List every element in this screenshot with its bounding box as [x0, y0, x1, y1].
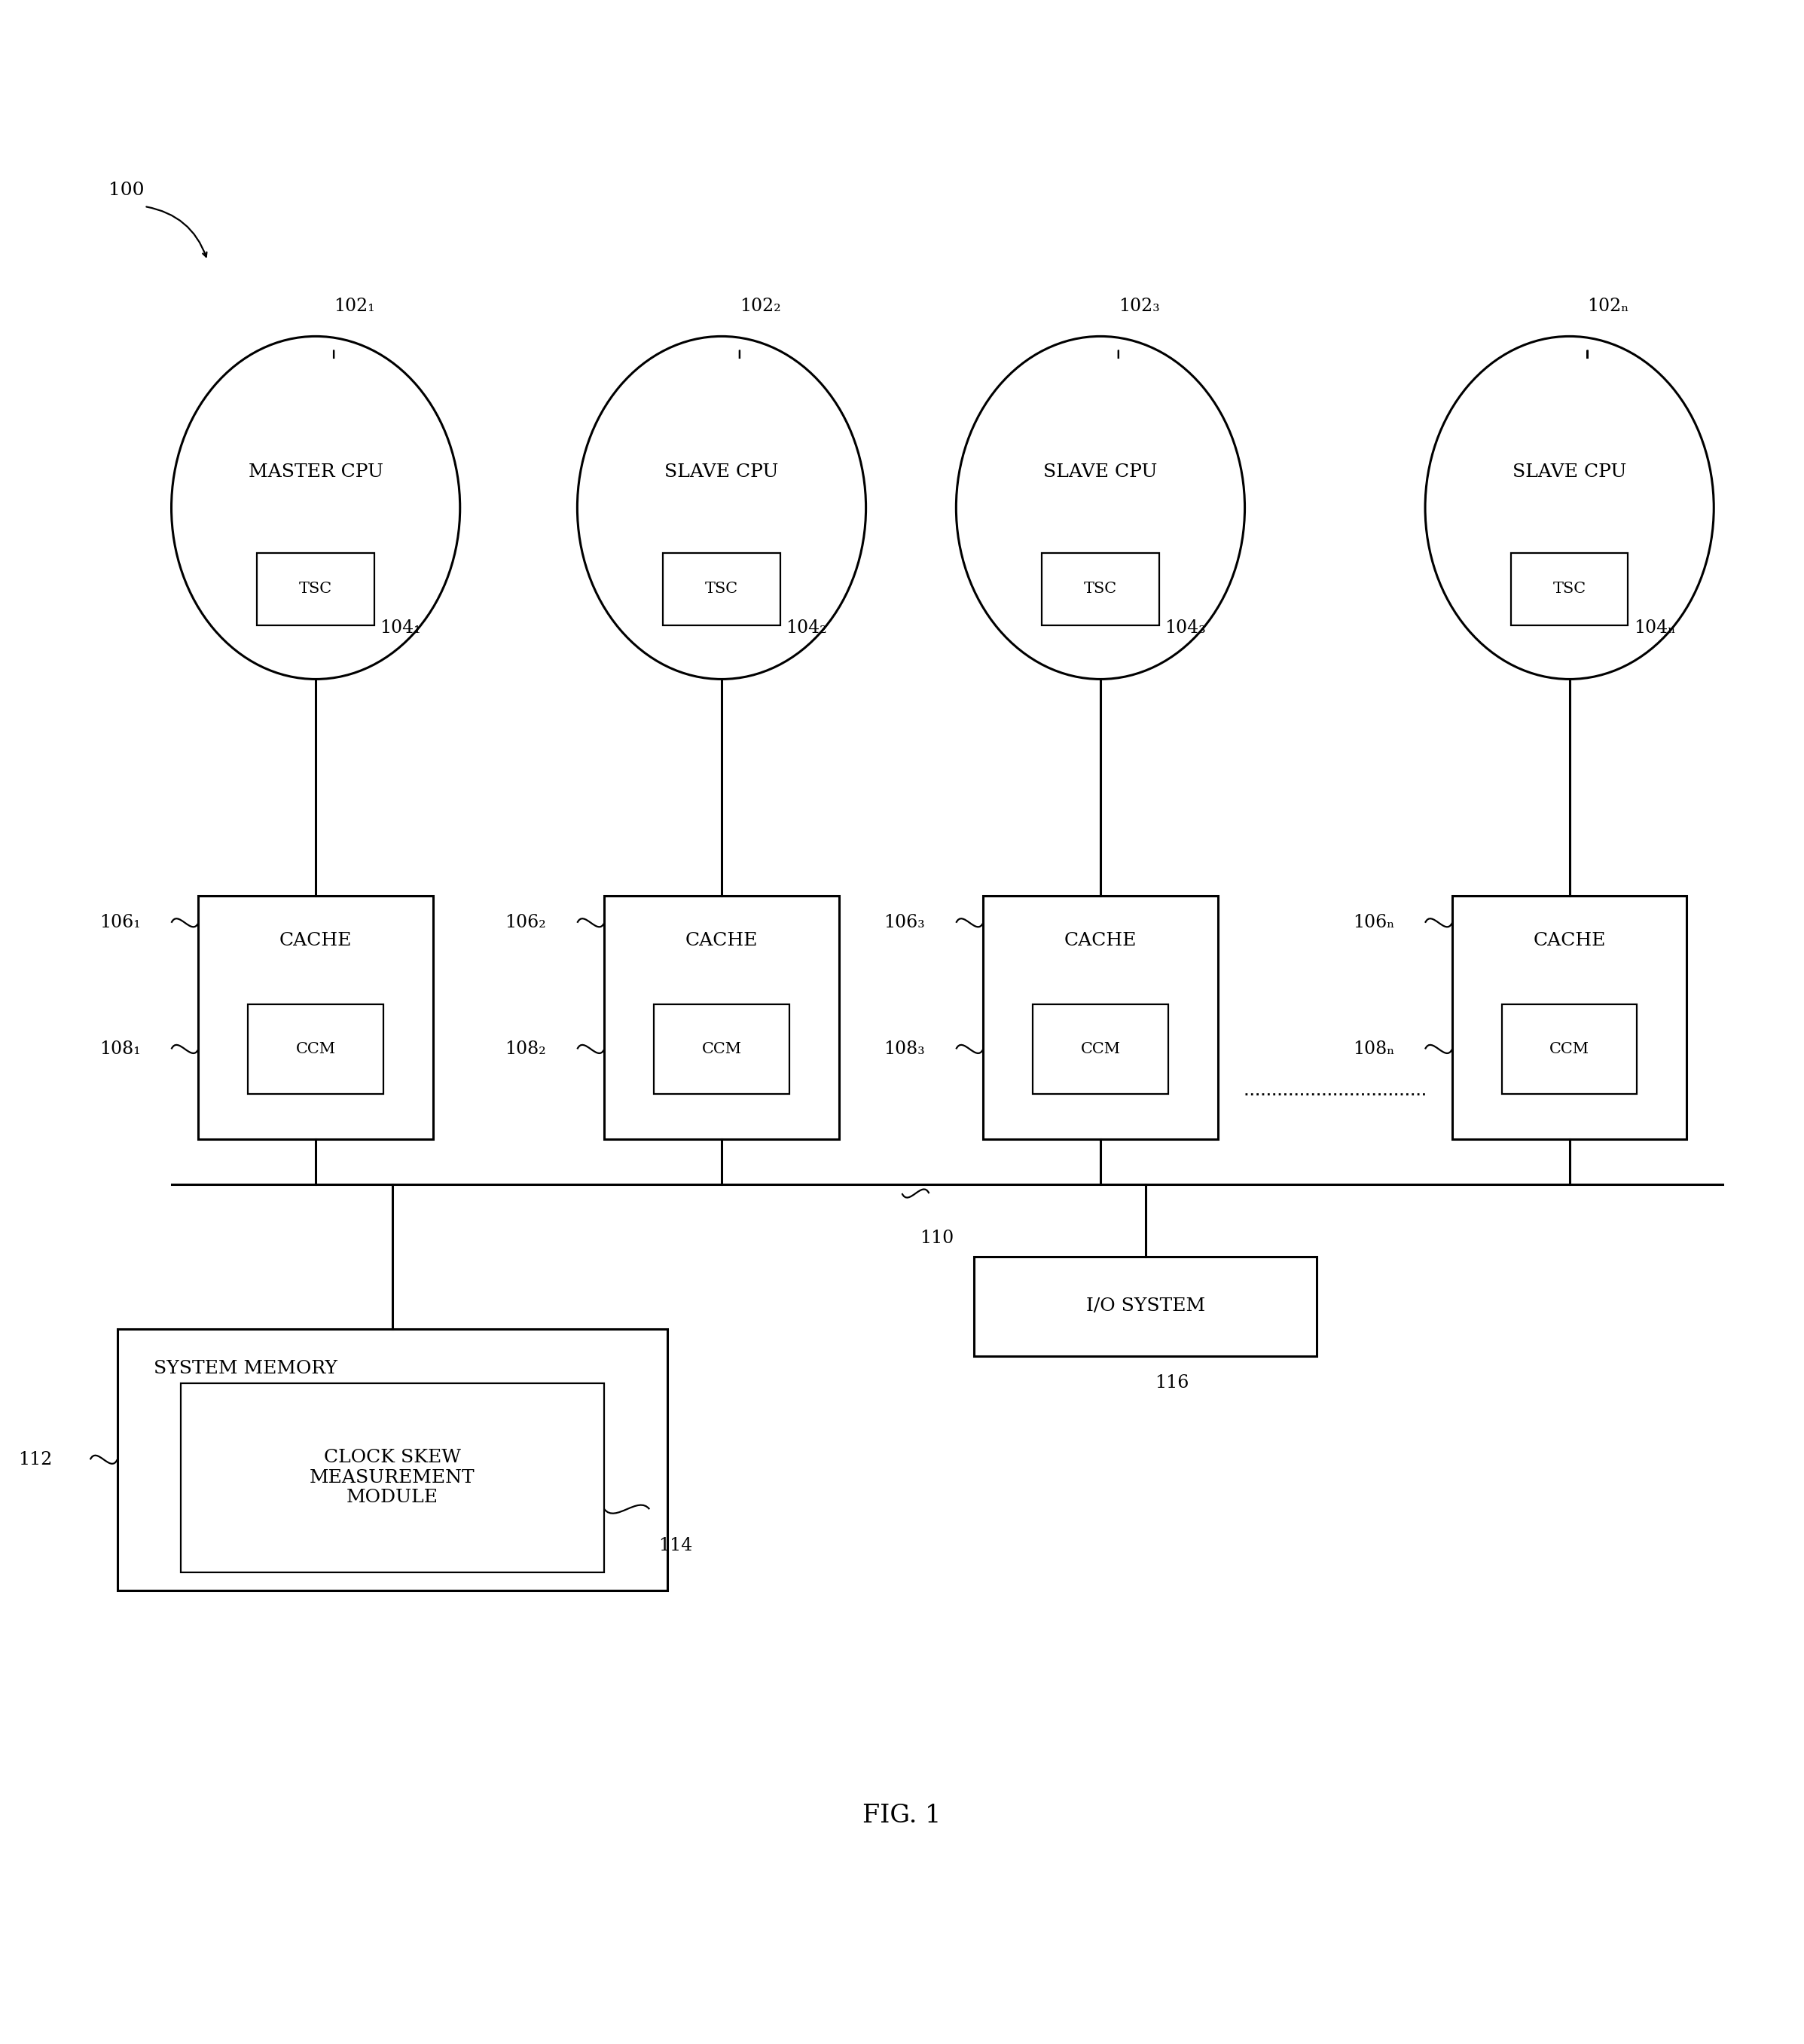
Bar	[1503, 1004, 1638, 1094]
Text: 102ₙ: 102ₙ	[1588, 296, 1629, 315]
Ellipse shape	[1425, 337, 1714, 679]
Text: 112: 112	[18, 1451, 52, 1468]
Bar	[247, 1004, 384, 1094]
Text: 104ₙ: 104ₙ	[1634, 619, 1676, 638]
Bar	[1032, 1004, 1169, 1094]
Text: CCM: CCM	[702, 1042, 741, 1057]
Text: 102₁: 102₁	[334, 296, 375, 315]
Text: 114: 114	[658, 1537, 693, 1553]
Bar	[974, 1257, 1317, 1355]
Bar	[655, 1004, 790, 1094]
Text: 102₂: 102₂	[740, 296, 781, 315]
Text: CACHE: CACHE	[1533, 932, 1606, 950]
Bar	[1512, 552, 1627, 625]
Text: CACHE: CACHE	[686, 932, 758, 950]
Text: TSC: TSC	[299, 583, 332, 597]
Text: 104₁: 104₁	[379, 619, 420, 638]
Text: 106₂: 106₂	[505, 914, 547, 932]
Bar	[117, 1329, 667, 1590]
Bar	[180, 1384, 604, 1572]
Text: MASTER CPU: MASTER CPU	[249, 464, 382, 480]
Bar	[1043, 552, 1158, 625]
Text: 104₃: 104₃	[1165, 619, 1205, 638]
Text: 116: 116	[1155, 1374, 1189, 1392]
Ellipse shape	[577, 337, 866, 679]
Bar	[983, 895, 1218, 1139]
Text: SLAVE CPU: SLAVE CPU	[1512, 464, 1627, 480]
Text: CACHE: CACHE	[1064, 932, 1137, 950]
Ellipse shape	[956, 337, 1245, 679]
Text: 102₃: 102₃	[1118, 296, 1160, 315]
Text: I/O SYSTEM: I/O SYSTEM	[1086, 1298, 1205, 1314]
Text: TSC: TSC	[705, 583, 738, 597]
Text: 104₂: 104₂	[787, 619, 826, 638]
Text: SLAVE CPU: SLAVE CPU	[664, 464, 779, 480]
Text: CLOCK SKEW
MEASUREMENT
MODULE: CLOCK SKEW MEASUREMENT MODULE	[310, 1449, 474, 1506]
Bar	[1452, 895, 1687, 1139]
Text: CCM: CCM	[1081, 1042, 1120, 1057]
Text: CACHE: CACHE	[280, 932, 352, 950]
Text: SLAVE CPU: SLAVE CPU	[1043, 464, 1158, 480]
Text: 108₃: 108₃	[884, 1040, 925, 1057]
Bar	[198, 895, 433, 1139]
Text: 106₁: 106₁	[99, 914, 141, 932]
Text: TSC: TSC	[1553, 583, 1586, 597]
Bar	[664, 552, 781, 625]
Text: SYSTEM MEMORY: SYSTEM MEMORY	[153, 1359, 337, 1378]
Ellipse shape	[171, 337, 460, 679]
Bar	[604, 895, 839, 1139]
Text: 106₃: 106₃	[884, 914, 925, 932]
Bar	[256, 552, 375, 625]
Text: 106ₙ: 106ₙ	[1353, 914, 1394, 932]
Text: FIG. 1: FIG. 1	[862, 1805, 942, 1827]
Text: 110: 110	[920, 1230, 954, 1247]
Text: TSC: TSC	[1084, 583, 1117, 597]
Text: 108ₙ: 108ₙ	[1353, 1040, 1394, 1057]
Text: CCM: CCM	[296, 1042, 336, 1057]
Text: 108₂: 108₂	[505, 1040, 547, 1057]
Text: 108₁: 108₁	[99, 1040, 141, 1057]
Text: 100: 100	[108, 182, 144, 198]
Text: CCM: CCM	[1550, 1042, 1589, 1057]
